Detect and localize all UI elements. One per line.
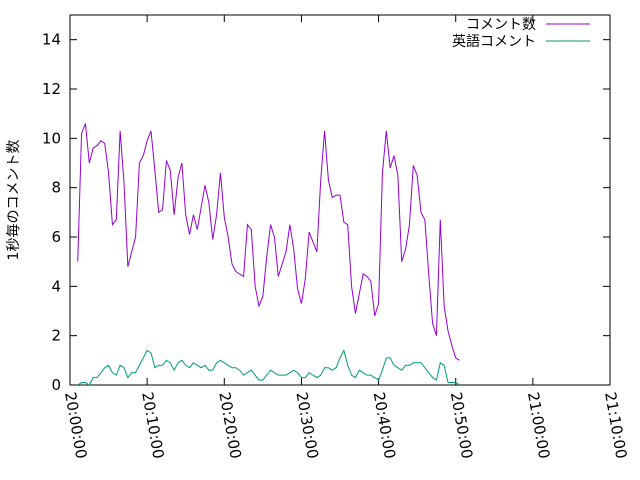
- x-tick-label: 20:30:00: [292, 391, 321, 460]
- y-axis-label: 1秒毎のコメント数: [6, 140, 22, 261]
- axes: [69, 14, 611, 386]
- series-lines: [77, 123, 460, 386]
- legend-label-1: コメント数: [466, 17, 536, 33]
- x-tick-label: 20:40:00: [370, 391, 399, 460]
- y-tick-label: 2: [51, 327, 61, 345]
- y-tick-label: 8: [51, 179, 61, 197]
- y-tick-label: 14: [42, 31, 61, 49]
- ticks: 0 2 4 6 8 10 12 14 20:00:00 20:10:00 20:20:00 20:30…: [42, 15, 630, 460]
- x-tick-label: 20:00:00: [61, 391, 90, 460]
- legend-label-2: 英語コメント: [452, 33, 536, 50]
- y-tick-label: 6: [51, 228, 61, 246]
- x-tick-label: 21:00:00: [524, 391, 553, 460]
- y-tick-label: 12: [42, 80, 61, 98]
- y-tick-label: 4: [51, 277, 61, 295]
- x-tick-label: 21:10:00: [601, 391, 630, 460]
- y-tick-label: 0: [51, 376, 61, 394]
- x-tick-label: 20:50:00: [447, 391, 476, 460]
- series-line-2: [77, 349, 460, 386]
- y-tick-label: 10: [42, 129, 61, 147]
- x-tick-label: 20:20:00: [215, 391, 244, 460]
- plot-border: [69, 14, 611, 386]
- series-line-1: [77, 123, 460, 361]
- x-tick-label: 20:10:00: [138, 391, 167, 460]
